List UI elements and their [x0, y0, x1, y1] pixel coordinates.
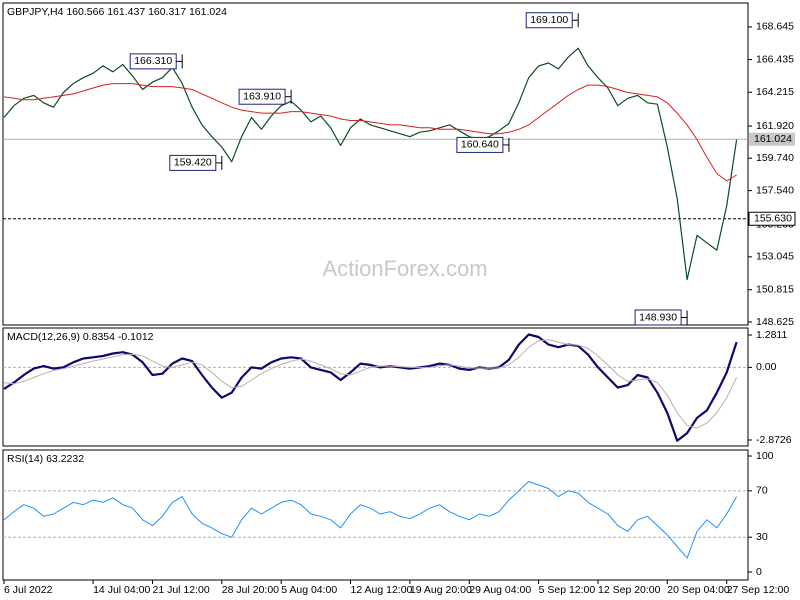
callout-label: 163.910	[243, 91, 281, 103]
y-tick-label: 157.540	[756, 184, 794, 196]
x-tick-label: 14 Jul 04:00	[93, 584, 150, 596]
callout-box	[169, 154, 217, 171]
level-label: 155.630	[754, 213, 792, 225]
level-label: 161.024	[754, 133, 792, 145]
x-tick-label: 20 Sep 04:00	[667, 584, 730, 596]
y-tick-label: -2.8726	[756, 434, 792, 446]
x-tick-label: 12 Sep 20:00	[598, 584, 661, 596]
pane-frame	[2, 2, 749, 326]
y-tick-label: 153.045	[756, 251, 794, 263]
series-line	[3, 47, 738, 281]
pane-frame	[2, 327, 749, 447]
callout-label: 169.100	[530, 14, 568, 26]
callout-label: 148.930	[639, 311, 677, 323]
callout-label: 159.420	[174, 157, 212, 169]
callout-box	[634, 309, 682, 326]
y-tick-label: 0	[756, 566, 762, 578]
x-tick-label: 27 Sep 12:00	[727, 584, 790, 596]
callout-label: 166.310	[134, 55, 172, 67]
y-tick-label: 148.625	[756, 316, 794, 328]
level-tag	[749, 132, 795, 146]
callout-box	[238, 88, 286, 105]
pane-frame	[2, 449, 749, 581]
callout-label: 160.640	[461, 139, 499, 151]
y-tick-label: 159.740	[756, 152, 794, 164]
x-tick-label: 5 Aug 04:00	[281, 584, 337, 596]
y-tick-label: 166.435	[756, 53, 794, 65]
series-line	[3, 339, 738, 429]
pane-title: RSI(14) 63.2232	[7, 453, 84, 465]
y-tick-label: 70	[756, 485, 768, 497]
x-tick-label: 5 Sep 12:00	[539, 584, 596, 596]
y-tick-label: 0.00	[756, 361, 777, 373]
series-line	[3, 481, 738, 559]
x-tick-label: 6 Jul 2022	[4, 584, 53, 596]
x-tick-label: 21 Jul 12:00	[153, 584, 210, 596]
x-tick-label: 12 Aug 12:00	[351, 584, 413, 596]
y-tick-label: 168.645	[756, 21, 794, 33]
callout-box	[456, 136, 504, 153]
y-tick-label: 1.2811	[756, 329, 787, 341]
series-line	[3, 333, 738, 442]
pane-title: MACD(12,26,9) 0.8354 -0.1012	[7, 331, 154, 343]
y-tick-label: 161.920	[756, 120, 794, 132]
y-tick-label: 150.815	[756, 283, 794, 295]
watermark: ActionForex.com	[322, 256, 487, 281]
x-tick-label: 19 Aug 20:00	[410, 584, 472, 596]
series-line	[3, 83, 737, 182]
y-tick-label: 164.215	[756, 86, 794, 98]
y-tick-label: 30	[756, 531, 768, 543]
pane-title: GBPJPY,H4 160.566 161.437 160.317 161.02…	[7, 6, 227, 18]
y-tick-label: 100	[756, 450, 774, 462]
callout-box	[525, 12, 573, 29]
level-tag	[748, 211, 796, 226]
x-tick-label: 29 Aug 04:00	[469, 584, 531, 596]
callout-box	[129, 53, 177, 70]
x-tick-label: 28 Jul 20:00	[222, 584, 279, 596]
